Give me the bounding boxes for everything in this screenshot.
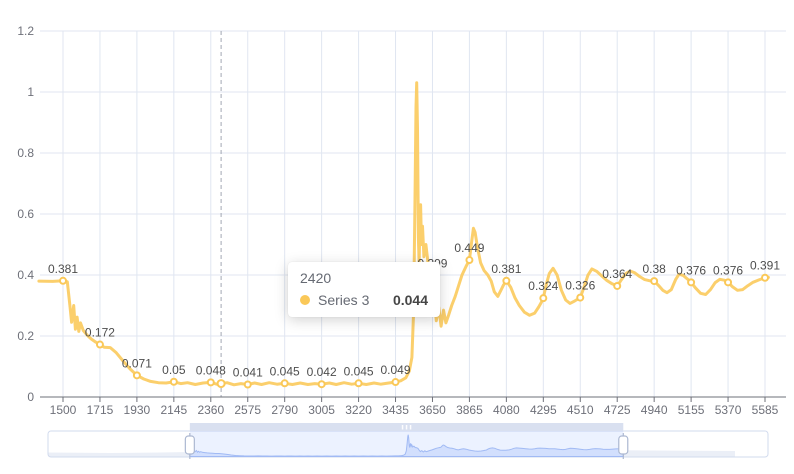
x-axis-label: 5370 [715,403,742,417]
data-point-marker[interactable] [243,380,252,389]
data-point-marker[interactable] [576,293,585,302]
y-axis: 0 0.2 0.4 0.6 0.8 1 1.2 [17,24,34,404]
x-axis-label: 2575 [234,403,261,417]
data-point-marker[interactable] [132,371,141,380]
data-point-label: 0.381 [48,262,78,276]
y-axis-label: 0.8 [17,146,34,160]
series-line [37,81,770,387]
x-axis-label: 3435 [382,403,409,417]
grid [40,30,786,397]
data-point-marker[interactable] [95,340,104,349]
y-axis-label: 0.6 [17,207,34,221]
y-axis-label: 1 [27,85,34,99]
x-axis-label: 5155 [678,403,705,417]
x-axis-label: 3650 [419,403,446,417]
x-axis: 1500 1715 1930 2145 2360 2575 2790 3005 3220 3435… [40,396,786,417]
y-axis-label: 1.2 [17,24,34,38]
x-axis-label: 2790 [271,403,298,417]
hovered-point-marker[interactable] [216,379,226,389]
slider-left-handle[interactable] [184,435,195,455]
slider-grip-icon [401,425,404,430]
data-point-label: 0.049 [381,363,411,377]
data-point-marker[interactable] [169,377,178,386]
data-point-label: 0.376 [713,263,743,277]
x-axis-label: 3865 [456,403,483,417]
data-point-marker[interactable] [317,380,326,389]
y-axis-label: 0.2 [17,329,34,343]
slider-data-shadow-selected [189,434,624,457]
x-axis-label: 1500 [50,403,77,417]
slider-selected-window[interactable] [189,431,624,457]
data-point-label: 0.045 [344,364,374,378]
x-axis-label: 4510 [567,403,594,417]
data-point-marker[interactable] [539,294,548,303]
y-axis-label: 0.4 [17,268,34,282]
x-axis-label: 4295 [530,403,557,417]
x-axis-label: 1930 [124,403,151,417]
x-axis-label: 1715 [87,403,114,417]
data-zoom-slider[interactable] [47,423,769,459]
data-point-marker[interactable] [613,281,622,290]
data-point-marker[interactable] [761,273,769,282]
data-point-label: 0.449 [454,241,484,255]
x-axis-label: 2145 [160,403,187,417]
data-point-marker[interactable] [687,278,696,287]
data-points: 0.381 0.172 0.071 0.05 0.048 0.041 0.045 0.042 0… [48,241,780,389]
data-point-marker[interactable] [206,378,215,387]
data-point-marker[interactable] [59,276,67,285]
slider-right-handle[interactable] [618,435,629,455]
data-point-label: 0.045 [270,364,300,378]
data-point-label: 0.05 [162,363,186,377]
data-point-label: 0.38 [642,262,666,276]
data-point-label: 0.071 [122,356,152,370]
data-point-label: 0.172 [85,326,115,340]
data-point-label: 0.364 [602,267,632,281]
y-axis-label: 0 [27,390,34,404]
data-point-label: 0.399 [417,256,447,270]
data-point-marker[interactable] [724,278,733,287]
data-point-marker[interactable] [502,276,511,285]
x-axis-label: 2360 [197,403,224,417]
x-axis-label: 3220 [345,403,372,417]
data-point-label: 0.324 [528,279,558,293]
data-point-label: 0.048 [196,363,226,377]
data-point-marker[interactable] [650,277,659,286]
data-point-label: 0.041 [233,365,263,379]
slider-grip-icon [405,425,408,430]
x-axis-label: 4725 [604,403,631,417]
data-point-marker[interactable] [354,379,363,388]
data-point-marker[interactable] [391,378,400,387]
data-point-label: 0.042 [307,365,337,379]
data-point-label: 0.326 [565,279,595,293]
data-point-marker[interactable] [280,379,289,388]
x-axis-label: 5585 [752,403,779,417]
data-point-label: 0.391 [750,259,780,273]
data-point-label: 0.376 [676,263,706,277]
x-axis-label: 4940 [641,403,668,417]
data-point-marker[interactable] [428,271,437,280]
x-axis-label: 4080 [493,403,520,417]
slider-grip-icon [409,425,412,430]
data-point-label: 0.381 [491,262,521,276]
x-axis-label: 3005 [308,403,335,417]
data-point-marker[interactable] [465,256,474,265]
